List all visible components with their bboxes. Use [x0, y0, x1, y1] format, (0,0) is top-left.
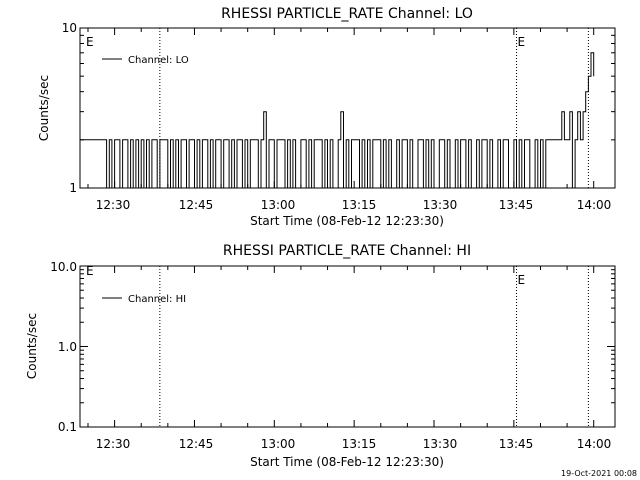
- axis-ticks: [80, 266, 615, 428]
- event-marker-label: E: [518, 273, 526, 287]
- x-tick-label: 12:30: [96, 198, 131, 212]
- x-axis-label: Start Time (08-Feb-12 12:23:30): [250, 214, 444, 228]
- y-axis-label: Counts/sec: [37, 75, 51, 141]
- panel-hi: RHESSI PARTICLE_RATE Channel: HI Counts/…: [25, 243, 616, 469]
- x-tick-label: 13:45: [499, 198, 534, 212]
- x-tick-label: 13:45: [499, 437, 534, 451]
- y-axis-label: Counts/sec: [25, 313, 39, 379]
- x-tick-label: 12:45: [179, 437, 214, 451]
- x-tick-label: 13:15: [342, 198, 377, 212]
- x-tick-label: 13:30: [423, 198, 458, 212]
- x-axis-label: Start Time (08-Feb-12 12:23:30): [250, 455, 444, 469]
- x-tick-label: 13:30: [423, 437, 458, 451]
- y-tick-label: 10.0: [50, 260, 77, 274]
- panel-lo: RHESSI PARTICLE_RATE Channel: LO Counts/…: [37, 6, 616, 228]
- y-tick-label: 10: [62, 21, 77, 35]
- chart-title: RHESSI PARTICLE_RATE Channel: HI: [223, 243, 471, 259]
- series-line: [80, 52, 595, 189]
- x-tick-label: 12:45: [179, 198, 214, 212]
- legend-entry: Channel: LO: [128, 55, 189, 66]
- legend-entry: Channel: HI: [128, 294, 186, 305]
- corner-label: E: [86, 35, 94, 49]
- y-tick-label: 0.1: [58, 420, 77, 434]
- event-marker-label: E: [518, 35, 526, 49]
- chart-title: RHESSI PARTICLE_RATE Channel: LO: [221, 6, 473, 22]
- series-group: [80, 52, 595, 189]
- x-tick-label: 13:15: [342, 437, 377, 451]
- x-tick-label: 12:30: [96, 437, 131, 451]
- corner-label: E: [86, 264, 94, 278]
- x-tick-label: 14:00: [577, 437, 612, 451]
- event-markers: E: [159, 28, 589, 188]
- x-tick-label: 13:00: [261, 437, 296, 451]
- footer-timestamp: 19-Oct-2021 00:08: [561, 469, 637, 478]
- y-tick-label: 1.0: [58, 340, 77, 354]
- plot-frame: [79, 27, 616, 189]
- x-tick-label: 13:00: [261, 198, 296, 212]
- event-markers: E: [159, 266, 589, 427]
- x-tick-label: 14:00: [577, 198, 612, 212]
- y-tick-label: 1: [69, 181, 77, 195]
